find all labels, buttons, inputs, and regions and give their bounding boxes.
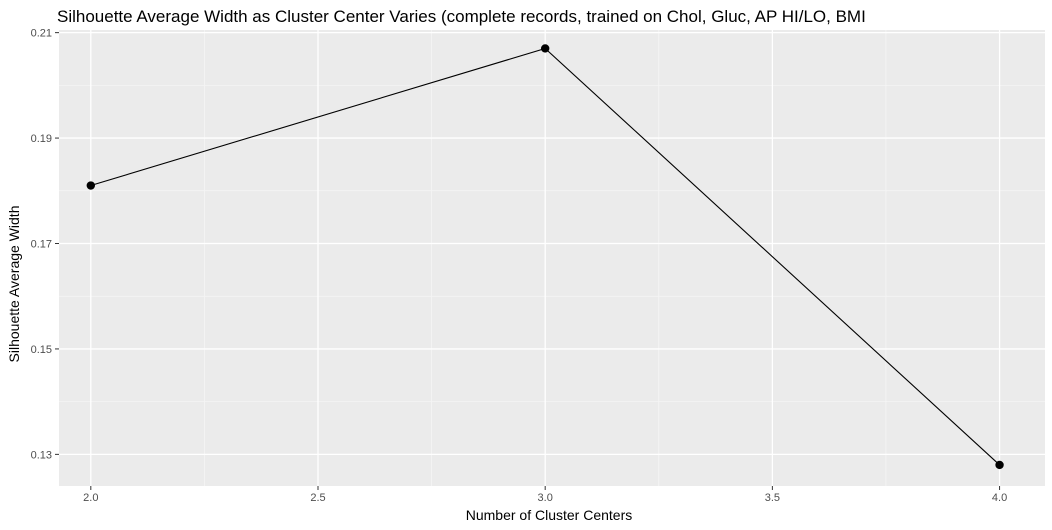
x-tick-label: 4.0 [992,492,1007,504]
series-layer [86,44,1004,470]
x-axis-label: Number of Cluster Centers [466,507,633,523]
data-point [540,44,550,53]
y-tick-label: 0.19 [31,133,52,145]
plot-panel [59,30,1045,486]
minor-gridlines [59,30,1045,486]
data-point [86,181,96,190]
data-point [995,460,1004,470]
y-tick-label: 0.17 [31,239,52,251]
y-tick-label: 0.21 [31,28,52,40]
y-axis-label: Silhouette Average Width [6,206,22,363]
x-tick-label: 3.5 [765,492,780,504]
y-tick-label: 0.15 [31,344,52,356]
x-tick-label: 2.5 [310,492,325,504]
y-tick-label: 0.13 [31,449,52,461]
x-tick-label: 3.0 [538,492,553,504]
chart-title: Silhouette Average Width as Cluster Cent… [57,7,866,26]
axis-ticks: 2.0 2.5 3.0 3.5 4.0 0.13 0.15 0.17 0.19 0.21 [31,28,1008,504]
major-gridlines [59,30,1045,486]
x-tick-label: 2.0 [83,492,98,504]
